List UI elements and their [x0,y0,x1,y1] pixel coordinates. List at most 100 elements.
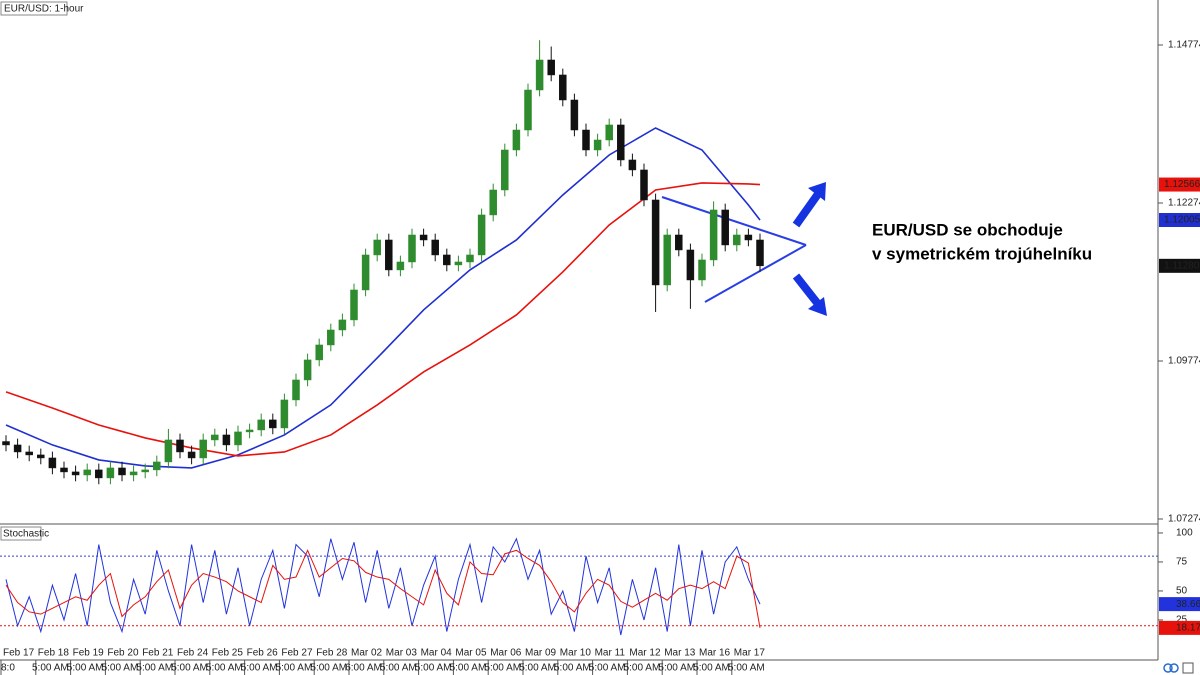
candle-body [651,199,660,286]
price-marker-label: 1.11280 [1164,260,1200,271]
candle-body [744,234,753,241]
candle-body [466,254,474,263]
y-tick-label: 1.09774 [1168,356,1200,367]
x-date-label: Mar 05 [455,648,487,659]
candle-body [292,379,300,401]
candle-body [269,419,277,429]
candle-body [222,434,231,446]
x-time-label: 5:00 AM [554,663,591,674]
x-time-label: 5:00 AM [624,663,661,674]
x-time-label: 5:00 AM [171,663,208,674]
x-date-label: Mar 16 [699,648,731,659]
x-time-label: 5:00 AM [589,663,626,674]
candle-body [280,399,289,429]
x-time-label: 5:00 AM [241,663,278,674]
candle-body [640,169,648,201]
candle-body [385,239,393,271]
candle-body [605,124,613,141]
candle-body [13,444,22,453]
arrow-down-shaft [792,273,822,307]
candle-body [721,209,729,246]
x-time-label: 5:00 AM [32,663,69,674]
arrow-down-head [808,297,827,316]
arrow-up-shaft [792,191,822,228]
candle-body [2,441,10,446]
candle-body [60,467,68,473]
stoch-y-tick-label: 25 [1176,615,1188,626]
candle-body [373,239,381,256]
candle-body [535,59,544,91]
x-time-label: 5:00 AM [415,663,452,674]
x-time-label: 5:00 AM [484,663,521,674]
candle-body [524,89,532,131]
candle-body [756,239,764,267]
x-date-label: Feb 27 [281,648,313,659]
arrow-down [792,273,827,316]
candle-body [211,434,219,441]
candle-body [547,59,555,76]
candle-body [512,129,521,151]
x-time-label: 5:00 AM [136,663,173,674]
candle-body [419,234,428,241]
candle-body [25,451,33,456]
triangle [661,196,807,303]
x-time-label: 5:00 AM [519,663,556,674]
triangle-lower [704,244,807,303]
candle-body [698,259,706,281]
x-time-label: 8:0 [1,663,15,674]
stoch-marker-label: 38.66 [1176,599,1200,610]
stochastic-line [5,549,761,628]
x-date-label: Feb 25 [212,648,244,659]
x-date-label: Mar 13 [664,648,696,659]
candle-body [176,439,184,453]
candle-body [686,249,695,281]
icon-box [1182,662,1194,674]
x-date-label: Feb 20 [107,648,139,659]
price-marker-label: 1.12005 [1164,215,1200,226]
price-marker [1159,177,1200,192]
chart-title: EUR/USD: 1-hour [4,4,84,15]
candle-body [199,439,207,459]
y-tick-label: 1.07274 [1168,514,1200,525]
stoch-marker [1159,597,1200,612]
candle-body [327,329,335,346]
candle-body [733,234,741,246]
x-date-label: Feb 18 [38,648,70,659]
candle-body [477,214,486,256]
x-date-label: Feb 24 [177,648,209,659]
x-date-label: Feb 26 [247,648,279,659]
x-date-label: Feb 19 [73,648,105,659]
moving-average [5,182,761,457]
stoch-y-tick-label: 75 [1176,557,1188,568]
price-marker-label: 1.12566 [1164,179,1200,190]
candle-body [443,254,451,266]
candle-body [570,99,579,131]
candle-body [245,429,254,433]
candle-body [106,467,115,479]
x-time-label: 6:00 AM [345,663,382,674]
x-time-label: 5:00 AM [67,663,104,674]
arrow-up [792,182,826,228]
x-date-label: Mar 04 [421,648,453,659]
moving-average [5,127,761,469]
candle-body [559,74,567,101]
stoch-y-tick-label: 100 [1176,528,1193,539]
x-time-label: 5:00 AM [658,663,695,674]
x-time-label: 5:00 AM [380,663,417,674]
x-date-label: Mar 06 [490,648,522,659]
candle-body [501,149,509,191]
x-date-label: Mar 03 [386,648,418,659]
price-marker [1159,213,1200,228]
candle-body [95,469,103,479]
candle-body [489,189,497,216]
x-date-label: Mar 10 [560,648,592,659]
arrow-up-head [808,182,826,201]
candle-body [396,261,405,271]
title-box [0,1,68,16]
icon-ring [1163,663,1173,673]
stoch-marker-label: 18.17 [1176,623,1200,634]
stoch-y-tick-label: 50 [1176,586,1188,597]
x-time-label: 5:00 AM [728,663,765,674]
candle-body [350,289,358,321]
